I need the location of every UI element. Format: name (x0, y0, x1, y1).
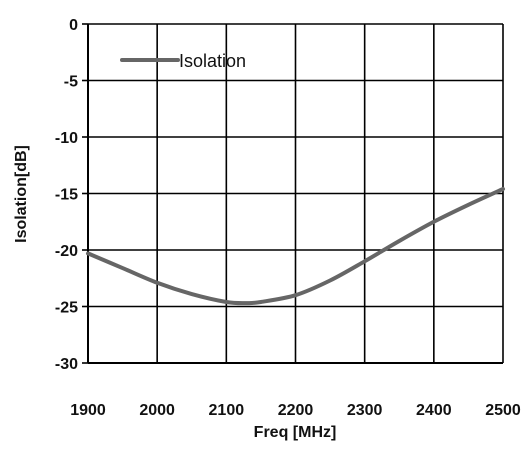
x-tick-label: 1900 (70, 402, 106, 419)
x-tick-label: 2100 (209, 402, 245, 419)
y-tick-label: -10 (55, 130, 78, 147)
y-tick-label: -15 (55, 187, 78, 204)
y-tick-label: -25 (55, 300, 78, 317)
y-tick-label: -30 (55, 356, 78, 373)
legend-label-isolation: Isolation (179, 51, 246, 71)
legend: Isolation (120, 51, 246, 71)
grid (87, 23, 504, 364)
y-tick-label: -20 (55, 243, 78, 260)
x-tick-label: 2400 (416, 402, 452, 419)
x-tick-label: 2300 (347, 402, 383, 419)
x-tick-label: 2200 (278, 402, 314, 419)
tick-labels: 0 -5 -10 -15 -20 -25 -30 1900 2000 2100 2200 2300 24… (55, 17, 521, 419)
axes (82, 23, 503, 364)
series-line-isolation (86, 186, 505, 306)
y-tick-label: -5 (64, 74, 78, 91)
x-tick-label: 2000 (139, 402, 175, 419)
y-tick-label: 0 (69, 17, 78, 34)
y-axis-title: Isolation[dB] (13, 145, 30, 243)
series (86, 186, 505, 306)
x-tick-label: 2500 (485, 402, 521, 419)
x-axis-title: Freq [MHz] (254, 424, 337, 441)
